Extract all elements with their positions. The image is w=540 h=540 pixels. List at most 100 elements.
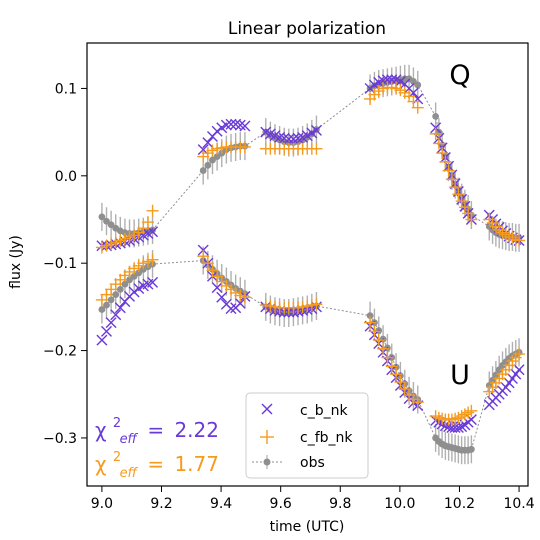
c-fb-nk-marker: [455, 195, 468, 208]
legend-label-c-b-nk: c_b_nk: [300, 403, 348, 419]
chi-symbol: χ: [95, 418, 107, 442]
c-b-nk-stroke: [147, 276, 159, 288]
x-tick-label: 9.4: [210, 496, 232, 512]
c-fb-nk-marker: [449, 412, 462, 425]
legend-marker-c-b-nk: [261, 403, 273, 415]
c-b-nk-stroke: [506, 373, 518, 385]
obs-point: [392, 363, 400, 371]
x-tick-label: 9.6: [270, 496, 292, 512]
x-tick-label: 9.8: [329, 496, 351, 512]
chi-eq: =: [147, 452, 164, 476]
c-b-nk-stroke: [274, 131, 286, 143]
c-b-nk-stroke: [386, 74, 398, 86]
obs-point: [209, 156, 216, 164]
svg-text:χ 2 eff =: χ 2 eff = 2.22: [95, 408, 219, 448]
c-b-nk-marker: [513, 364, 525, 376]
obs-point: [467, 445, 475, 453]
obs-point: [149, 226, 156, 234]
obs-point: [121, 280, 129, 288]
c-fb-nk-marker: [201, 257, 214, 270]
c-fb-nk-marker: [465, 213, 478, 226]
c-fb-nk-marker: [452, 188, 465, 201]
chi-sup: 2: [113, 450, 121, 465]
c-b-nk-stroke: [110, 309, 122, 321]
c-b-nk-stroke: [101, 325, 112, 337]
c-fb-nk-marker: [445, 173, 458, 186]
chi-sup: 2: [113, 416, 121, 431]
c-fb-nk-marker: [513, 348, 526, 361]
c-b-nk-marker: [500, 381, 512, 393]
c-b-nk-stroke: [260, 126, 272, 138]
x-tick-label: 9.0: [91, 496, 113, 512]
u-label: U: [450, 360, 470, 391]
obs-point: [98, 306, 106, 313]
c-fb-nk-marker: [513, 234, 526, 247]
obs-point: [432, 112, 440, 120]
c-b-nk-stroke: [287, 133, 299, 145]
legend-marker-obs: [252, 455, 282, 469]
c-fb-nk-marker: [238, 291, 251, 304]
c-b-nk-marker: [225, 303, 237, 315]
c-b-nk-stroke: [310, 124, 322, 136]
c-fb-nk-marker: [436, 412, 449, 425]
c-fb-nk-marker: [445, 413, 458, 426]
c-b-nk-stroke: [503, 377, 515, 389]
c-fb-nk-marker: [146, 204, 159, 217]
c-b-nk-marker: [292, 132, 304, 144]
c-b-nk-marker: [197, 244, 209, 256]
y-tick-label: −0.3: [43, 431, 77, 447]
c-b-nk-marker: [430, 122, 442, 134]
c-b-nk-stroke: [269, 130, 281, 142]
c-b-nk-stroke: [292, 132, 304, 144]
y-tick-label: −0.2: [43, 344, 77, 360]
c-b-nk-stroke: [264, 128, 276, 140]
obs-point: [492, 371, 500, 379]
c-b-nk-stroke: [456, 421, 468, 433]
obs-point: [204, 161, 212, 169]
plot-frame: [86, 42, 529, 487]
obs-point: [126, 276, 133, 284]
c-b-nk-stroke: [430, 122, 442, 134]
c-fb-nk-marker: [449, 181, 462, 194]
c-fb-nk-marker: [458, 408, 471, 421]
c-b-nk-marker: [506, 373, 518, 385]
c-b-nk-marker: [381, 74, 393, 86]
c-b-nk-stroke: [377, 75, 389, 87]
obs-point: [107, 296, 115, 304]
c-fb-nk-marker: [429, 127, 442, 140]
chart-title: Linear polarization: [228, 19, 386, 39]
obs-point: [130, 272, 138, 280]
c-b-nk-stroke: [510, 368, 522, 380]
c-b-nk-stroke: [114, 302, 126, 314]
c-fb-nk-marker: [372, 334, 385, 347]
obs-q-line: [101, 78, 520, 239]
c-b-nk-marker: [310, 124, 322, 136]
c-b-nk-stroke: [216, 291, 228, 303]
c-b-nk-marker: [128, 286, 140, 298]
c-b-nk-stroke: [105, 317, 117, 329]
c-fb-nk-marker: [377, 342, 390, 355]
c-b-nk-stroke: [211, 282, 223, 294]
c-b-nk-stroke: [211, 125, 223, 137]
chi-sub: eff: [120, 432, 139, 447]
y-tick-label: 0.0: [55, 169, 77, 185]
obs-point: [103, 217, 110, 225]
chi-sub: eff: [120, 466, 139, 481]
c-b-nk-marker: [225, 118, 237, 130]
c-b-nk-marker: [147, 276, 159, 288]
c-fb-nk-marker: [238, 140, 251, 153]
c-b-nk-stroke: [220, 119, 232, 131]
obs-point: [107, 221, 115, 229]
c-b-nk-marker: [96, 334, 108, 346]
x-tick-label: 10.2: [444, 496, 475, 512]
c-fb-nk-marker: [432, 411, 445, 424]
c-b-nk-stroke: [465, 414, 477, 426]
c-b-nk-marker: [239, 120, 251, 132]
c-b-nk-marker: [211, 282, 223, 294]
c-fb-nk-marker: [462, 207, 475, 220]
c-b-nk-stroke: [230, 118, 242, 130]
obs-point: [112, 291, 120, 299]
c-b-nk-marker: [386, 74, 398, 86]
c-b-nk-stroke: [197, 244, 209, 256]
